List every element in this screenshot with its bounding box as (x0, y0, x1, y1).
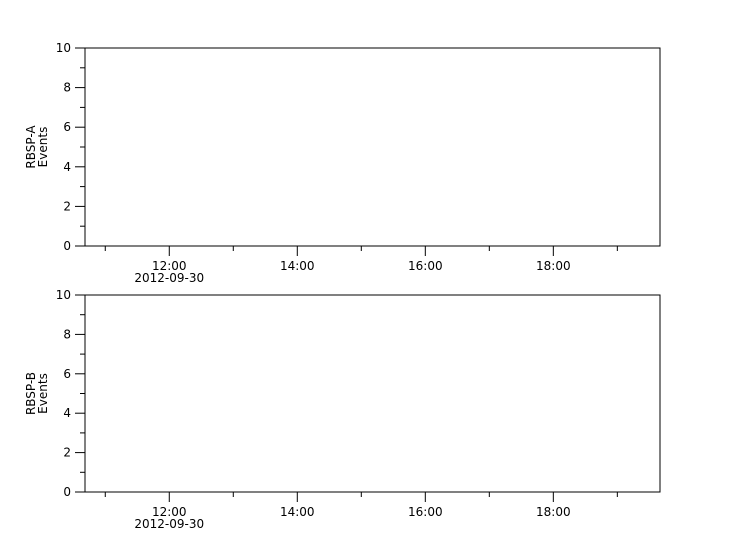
y-tick-label: 10 (56, 41, 71, 55)
y-tick-label: 2 (63, 446, 71, 460)
y-tick-label: 8 (63, 81, 71, 95)
x-tick-label: 14:00 (280, 505, 315, 519)
x-tick-label: 18:00 (536, 505, 571, 519)
x-tick-label: 14:00 (280, 259, 315, 273)
x-date-label: 2012-09-30 (134, 271, 204, 285)
y-tick-label: 2 (63, 199, 71, 213)
plot-frame-1 (84, 294, 661, 493)
x-tick-label: 16:00 (408, 505, 443, 519)
x-tick-label: 12:00 (152, 259, 187, 273)
plot-frame-0 (84, 47, 661, 247)
x-tick-label: 18:00 (536, 259, 571, 273)
y-axis-label: RBSP-B (24, 372, 38, 415)
y-tick-label: 10 (56, 288, 71, 302)
x-tick-label: 16:00 (408, 259, 443, 273)
x-date-label: 2012-09-30 (134, 517, 204, 531)
y-axis-label: RBSP-A (24, 125, 38, 169)
y-tick-label: 6 (63, 120, 71, 134)
y-axis-label: Events (36, 127, 50, 168)
y-tick-label: 8 (63, 327, 71, 341)
x-tick-label: 12:00 (152, 505, 187, 519)
y-axis-label: Events (36, 373, 50, 414)
y-tick-label: 6 (63, 367, 71, 381)
y-tick-label: 0 (63, 239, 71, 253)
y-tick-label: 4 (63, 406, 71, 420)
y-tick-label: 4 (63, 160, 71, 174)
y-tick-label: 0 (63, 485, 71, 499)
